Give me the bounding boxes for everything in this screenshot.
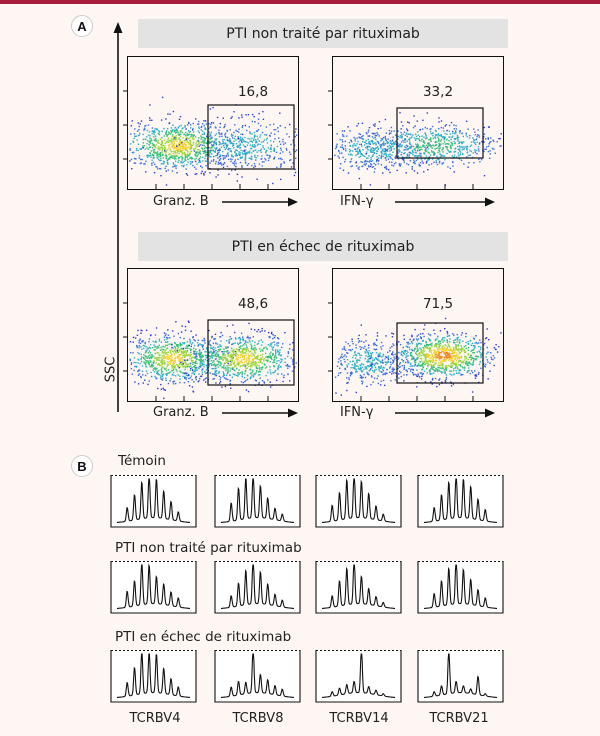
gate-box-3 — [207, 319, 295, 386]
scatter-dots — [334, 317, 502, 396]
accent-top-bar — [0, 0, 600, 4]
spectratype-plot — [215, 561, 300, 613]
x-axis-label-2: IFN-γ — [340, 194, 374, 209]
panel-b-group-label-3: PTI en échec de rituximab — [115, 629, 292, 645]
x-axis-label-1: Granz. B — [153, 194, 209, 209]
x-axis-arrow-4 — [395, 408, 495, 418]
gene-label-2: TCRBV8 — [232, 711, 284, 726]
x-axis-label-3: Granz. B — [153, 405, 209, 420]
scatter-dots — [334, 111, 502, 186]
panel-a-label: A — [71, 15, 93, 37]
scatter-plot-2-frame — [332, 56, 504, 190]
scatter-dots — [129, 320, 297, 399]
ssc-axis-label: SSC — [103, 356, 119, 383]
gate-percent-1: 16,8 — [237, 84, 269, 100]
scatter-plot-3-frame — [127, 268, 299, 402]
spectratype-trace — [417, 475, 504, 528]
x-axis-arrow-3 — [222, 408, 298, 418]
spectratype-trace — [214, 475, 301, 528]
gate-percent-4: 71,5 — [422, 296, 454, 312]
panel-a-group-banner-2: PTI en échec de rituximab — [138, 232, 508, 261]
spectratype-plot — [418, 561, 503, 613]
spectratype-trace — [214, 650, 301, 703]
spectratype-plot — [215, 650, 300, 702]
panel-a-group-banner-1: PTI non traité par rituximab — [138, 19, 508, 48]
scatter-plot-ifng-untreated — [328, 90, 502, 189]
scatter-plot-ifng-failure — [328, 302, 502, 401]
scatter-plot-granzb-failure — [123, 302, 297, 401]
gene-label-3: TCRBV14 — [329, 711, 389, 726]
panel-b-group-label-2: PTI non traité par rituximab — [115, 540, 302, 556]
x-axis-label-4: IFN-γ — [340, 405, 374, 420]
spectratype-trace — [417, 561, 504, 614]
x-axis-arrow-1 — [222, 197, 298, 207]
spectratype-plot — [316, 650, 401, 702]
gate-percent-2: 33,2 — [422, 84, 454, 100]
spectratype-trace — [417, 650, 504, 703]
scatter-dots — [129, 96, 298, 186]
spectratype-trace — [315, 650, 402, 703]
gate-box-1 — [207, 104, 295, 170]
gate-box-4 — [396, 322, 484, 384]
spectratype-trace — [110, 475, 197, 528]
scatter-plot-granzb-untreated — [123, 90, 298, 189]
spectratype-trace — [110, 650, 197, 703]
gate-percent-3: 48,6 — [237, 296, 269, 312]
spectratype-plot — [418, 475, 503, 527]
spectratype-trace — [315, 475, 402, 528]
spectratype-trace — [214, 561, 301, 614]
panel-b-group-label-1: Témoin — [118, 453, 166, 469]
gene-label-4: TCRBV21 — [429, 711, 489, 726]
gate-box-2 — [396, 107, 484, 159]
spectratype-trace — [315, 561, 402, 614]
spectratype-plot — [418, 650, 503, 702]
ssc-axis-arrow — [113, 22, 123, 412]
spectratype-trace — [110, 561, 197, 614]
gene-label-1: TCRBV4 — [129, 711, 181, 726]
x-axis-arrow-2 — [395, 197, 495, 207]
panel-b-label: B — [71, 455, 93, 477]
spectratype-plot — [111, 650, 196, 702]
scatter-plot-4-frame — [332, 268, 504, 402]
scatter-plot-1-frame — [127, 56, 299, 190]
spectratype-plot — [316, 561, 401, 613]
spectratype-plot — [111, 475, 196, 527]
